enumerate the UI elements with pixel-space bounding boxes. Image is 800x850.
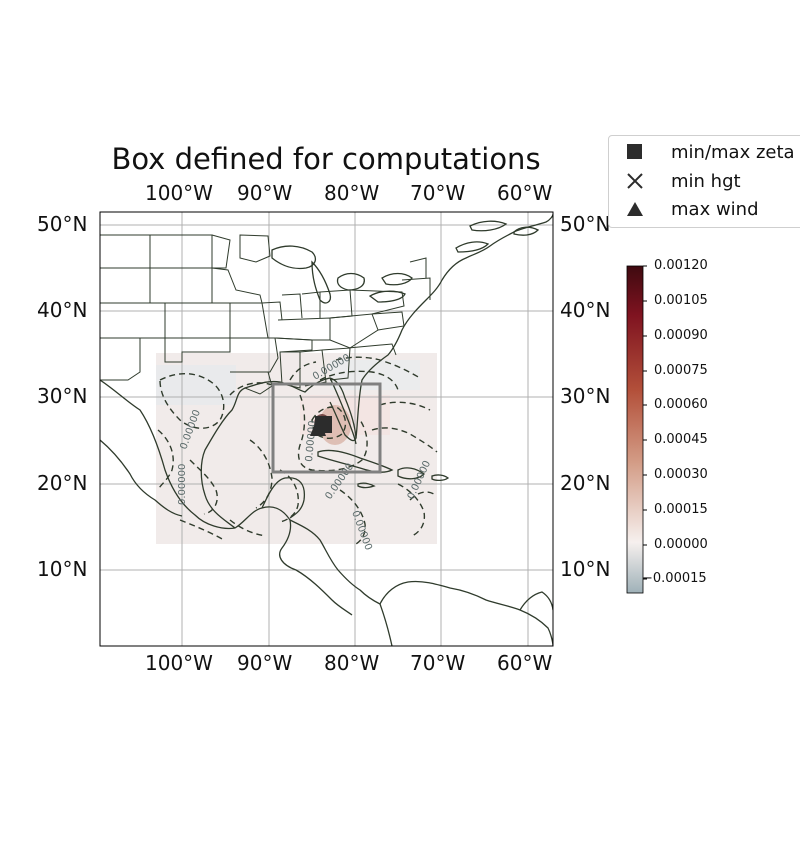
- colorbar-tick-label: 0.00090: [654, 328, 708, 343]
- legend: min/max zeta min hgt max wind: [608, 135, 800, 228]
- left-lat-tick: 40°N: [37, 298, 88, 322]
- legend-label: max wind: [671, 198, 759, 220]
- bottom-lon-tick: 100°W: [145, 651, 213, 675]
- map-title: Box defined for computations: [111, 142, 541, 176]
- top-lon-tick: 100°W: [145, 181, 213, 205]
- colorbar-tick-label: 0.00075: [654, 363, 708, 378]
- right-lat-tick: 30°N: [560, 384, 611, 408]
- vorticity-max: [319, 405, 351, 445]
- bottom-lon-tick: 70°W: [410, 651, 466, 675]
- legend-label: min hgt: [671, 170, 741, 192]
- colorbar-ticks: [643, 265, 647, 580]
- colorbar-tick-label: −0.00015: [642, 571, 707, 586]
- top-lon-tick: 90°W: [237, 181, 293, 205]
- legend-item: max wind: [609, 196, 759, 222]
- triangle-icon: [609, 201, 661, 217]
- colorbar-tick-label: 0.00060: [654, 397, 708, 412]
- legend-label: min/max zeta: [671, 141, 795, 163]
- colorbar-tick-label: 0.00000: [654, 537, 708, 552]
- state-borders: [100, 234, 431, 395]
- left-lat-tick: 30°N: [37, 384, 88, 408]
- left-lat-tick: 50°N: [37, 212, 88, 236]
- coastlines: [100, 213, 553, 646]
- top-lon-tick: 60°W: [497, 181, 553, 205]
- right-lat-tick: 10°N: [560, 557, 611, 581]
- right-lat-tick: 40°N: [560, 298, 611, 322]
- left-lat-tick: 20°N: [37, 471, 88, 495]
- square-icon: [609, 144, 661, 160]
- right-lat-tick: 20°N: [560, 471, 611, 495]
- cross-icon: [609, 172, 661, 190]
- colorbar-tick-label: 0.00015: [654, 502, 708, 517]
- bottom-lon-tick: 80°W: [324, 651, 380, 675]
- colorbar-tick-label: 0.00030: [654, 467, 708, 482]
- min-max-zeta-marker: [315, 416, 332, 433]
- top-lon-tick: 70°W: [410, 181, 466, 205]
- right-lat-tick: 50°N: [560, 212, 611, 236]
- colorbar-tick-label: 0.00045: [654, 432, 708, 447]
- left-lat-tick: 10°N: [37, 557, 88, 581]
- legend-item: min/max zeta: [609, 139, 795, 165]
- top-lon-tick: 80°W: [324, 181, 380, 205]
- colorbar: [626, 265, 644, 594]
- map-frame: [99, 211, 554, 647]
- computation-box: [271, 382, 382, 474]
- zeta-contours: [157, 356, 438, 545]
- colorbar-tick-label: 0.00120: [654, 258, 708, 273]
- bottom-lon-tick: 90°W: [237, 651, 293, 675]
- bottom-lon-tick: 60°W: [497, 651, 553, 675]
- colorbar-tick-label: 0.00105: [654, 293, 708, 308]
- vorticity-patch: [156, 365, 236, 405]
- contour-label: 0.00000: [177, 464, 188, 505]
- legend-item: min hgt: [609, 168, 741, 194]
